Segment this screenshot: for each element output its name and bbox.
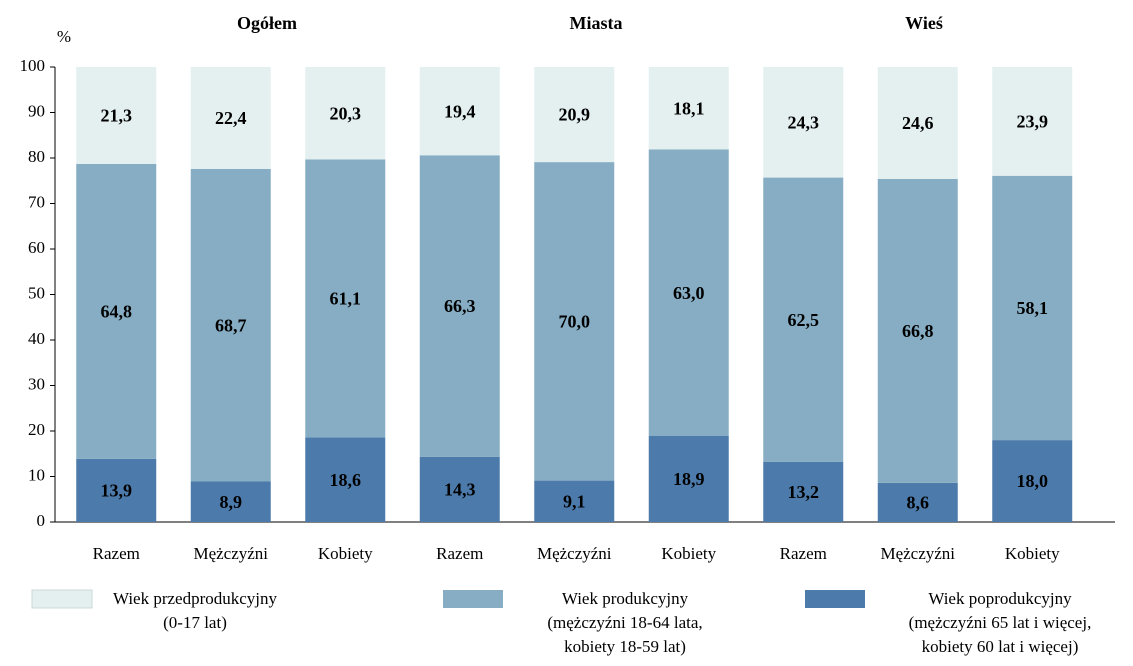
x-tick-label: Kobiety xyxy=(318,544,373,563)
bar-segment xyxy=(877,178,958,483)
y-tick-label: 0 xyxy=(37,511,46,530)
data-label: 64,8 xyxy=(101,301,133,321)
data-label: 70,0 xyxy=(559,311,591,331)
data-label: 20,3 xyxy=(330,103,362,123)
data-label: 22,4 xyxy=(215,108,247,128)
data-label: 66,3 xyxy=(444,296,476,316)
bar-segment xyxy=(992,440,1073,522)
bar-segment xyxy=(534,162,615,481)
y-tick-label: 20 xyxy=(28,420,45,439)
group-label: Ogółem xyxy=(237,13,297,33)
bar-segment xyxy=(877,67,958,179)
data-label: 13,9 xyxy=(101,481,133,501)
data-label: 58,1 xyxy=(1017,298,1049,318)
x-tick-label: Mężczyźni xyxy=(880,544,955,563)
data-label: 9,1 xyxy=(563,491,586,511)
y-tick-label: 30 xyxy=(28,374,45,393)
bar-segment xyxy=(648,436,729,522)
y-tick-label: 40 xyxy=(28,329,45,348)
y-tick-label: 10 xyxy=(28,465,45,484)
bar-segment xyxy=(76,163,157,459)
data-label: 18,1 xyxy=(673,98,705,118)
bar-segment xyxy=(992,67,1073,176)
data-label: 8,6 xyxy=(907,493,930,513)
data-label: 19,4 xyxy=(444,101,476,121)
y-axis-label: % xyxy=(57,27,71,46)
legend-label: Wiek produkcyjny (mężczyźni 18-64 lata, ko… xyxy=(547,589,702,656)
legend-swatch xyxy=(805,590,865,608)
y-tick-label: 90 xyxy=(28,101,45,120)
y-tick-label: 70 xyxy=(28,192,45,211)
data-label: 24,3 xyxy=(788,112,820,132)
bar-segment xyxy=(763,67,844,178)
bar-segment xyxy=(877,482,958,522)
data-label: 62,5 xyxy=(788,310,820,330)
bar-segment xyxy=(534,67,615,163)
legend-swatch xyxy=(31,589,93,609)
bar-segment xyxy=(992,175,1073,441)
data-label: 8,9 xyxy=(220,492,243,512)
data-label: 23,9 xyxy=(1017,111,1049,131)
bar-segment xyxy=(76,458,157,522)
data-label: 20,9 xyxy=(559,105,591,125)
x-tick-label: Mężczyźni xyxy=(537,544,612,563)
bar-segment xyxy=(305,159,386,438)
data-label: 66,8 xyxy=(902,321,934,341)
y-tick-label: 50 xyxy=(28,283,45,302)
x-tick-label: Mężczyźni xyxy=(193,544,268,563)
data-label: 18,6 xyxy=(330,470,362,490)
group-label: Miasta xyxy=(570,13,623,33)
bar-segment xyxy=(190,168,271,482)
bar-segment xyxy=(419,456,500,522)
group-label: Wieś xyxy=(905,13,943,33)
x-tick-label: Razem xyxy=(93,544,140,563)
y-tick-label: 60 xyxy=(28,238,45,257)
bar-segment xyxy=(305,437,386,522)
x-tick-label: Razem xyxy=(780,544,827,563)
data-label: 61,1 xyxy=(330,288,362,308)
data-label: 14,3 xyxy=(444,480,476,500)
bar-segment xyxy=(648,149,729,437)
x-tick-label: Kobiety xyxy=(661,544,716,563)
x-tick-label: Kobiety xyxy=(1005,544,1060,563)
data-label: 21,3 xyxy=(101,106,133,126)
legend-swatch xyxy=(443,590,503,608)
x-tick-label: Razem xyxy=(436,544,483,563)
bar-segment xyxy=(419,155,500,457)
legend-label: Wiek poprodukcyjny (mężczyźni 65 lat i wi… xyxy=(909,589,1092,656)
bar-segment xyxy=(419,67,500,156)
data-label: 24,6 xyxy=(902,113,934,133)
bar-segment xyxy=(763,177,844,462)
data-label: 68,7 xyxy=(215,315,247,335)
y-tick-label: 80 xyxy=(28,147,45,166)
bar-segment xyxy=(534,480,615,522)
data-label: 13,2 xyxy=(788,482,820,502)
bar-segment xyxy=(305,67,386,160)
bar-segment xyxy=(190,67,271,169)
y-tick-label: 100 xyxy=(20,56,46,75)
data-label: 63,0 xyxy=(673,283,705,303)
bar-segment xyxy=(648,67,729,150)
bar-segment xyxy=(190,481,271,522)
data-label: 18,0 xyxy=(1017,471,1049,491)
legend-label: Wiek przedprodukcyjny (0-17 lat) xyxy=(113,589,278,632)
bar-segment xyxy=(76,67,157,164)
data-label: 18,9 xyxy=(673,469,705,489)
bar-segment xyxy=(763,461,844,522)
